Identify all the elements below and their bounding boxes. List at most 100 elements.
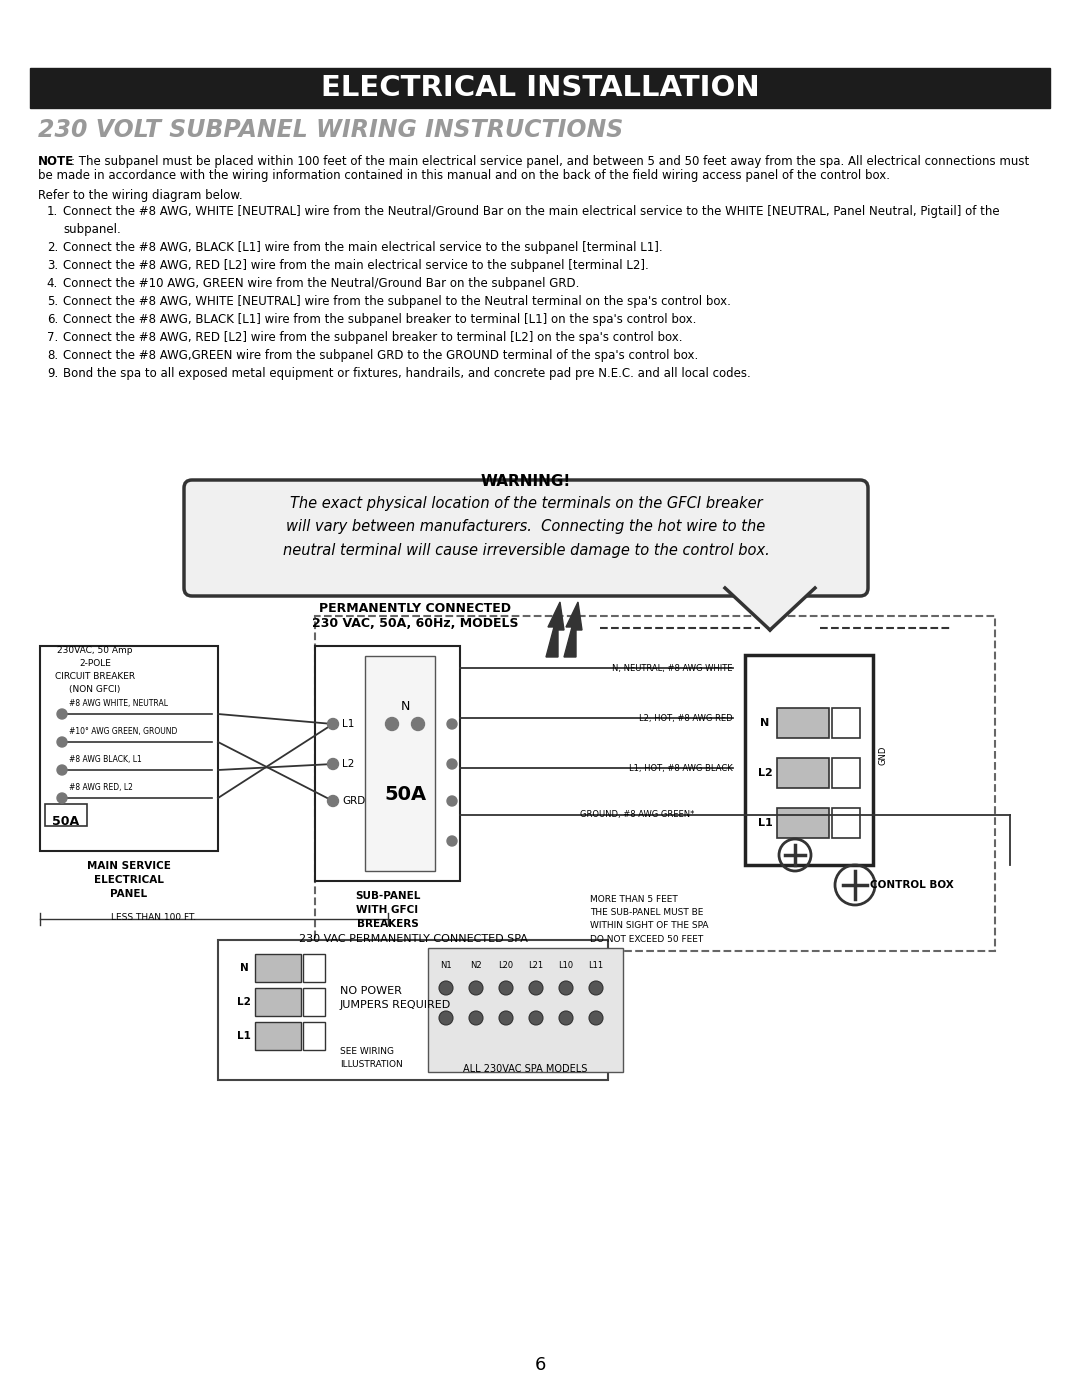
Text: 2.: 2. <box>46 242 58 254</box>
Text: (NON GFCI): (NON GFCI) <box>69 685 121 694</box>
Text: N, NEUTRAL, #8 AWG WHITE: N, NEUTRAL, #8 AWG WHITE <box>612 664 733 672</box>
Text: 6: 6 <box>535 1356 545 1375</box>
Bar <box>777 759 829 788</box>
Text: #8 AWG BLACK, L1: #8 AWG BLACK, L1 <box>69 754 141 764</box>
Text: SUB-PANEL: SUB-PANEL <box>355 891 420 901</box>
Bar <box>303 1023 325 1051</box>
Text: GROUND, #8 AWG GREEN*: GROUND, #8 AWG GREEN* <box>580 810 694 820</box>
Circle shape <box>469 1011 483 1025</box>
Text: N: N <box>240 963 248 972</box>
Circle shape <box>327 795 338 806</box>
Circle shape <box>327 718 338 729</box>
Text: LESS THAN 100 FT.: LESS THAN 100 FT. <box>111 914 197 922</box>
Text: L2: L2 <box>758 768 772 778</box>
Bar <box>315 616 995 951</box>
Text: be made in accordance with the wiring information contained in this manual and o: be made in accordance with the wiring in… <box>38 169 890 182</box>
Text: L2: L2 <box>342 759 354 768</box>
Bar <box>777 708 829 738</box>
Bar <box>365 657 435 870</box>
Bar <box>255 954 301 982</box>
Text: Connect the #8 AWG,GREEN wire from the subpanel GRD to the GROUND terminal of th: Connect the #8 AWG,GREEN wire from the s… <box>63 349 699 362</box>
Bar <box>832 759 860 788</box>
Circle shape <box>447 759 457 768</box>
Bar <box>745 655 873 865</box>
Text: L11: L11 <box>589 961 604 970</box>
Bar <box>218 940 608 1080</box>
Text: 6.: 6. <box>46 313 58 326</box>
Text: L21: L21 <box>528 961 543 970</box>
Text: 230VAC, 50 Amp: 230VAC, 50 Amp <box>57 645 133 655</box>
Circle shape <box>438 981 453 995</box>
Text: Connect the #8 AWG, WHITE [NEUTRAL] wire from the subpanel to the Neutral termin: Connect the #8 AWG, WHITE [NEUTRAL] wire… <box>63 295 731 307</box>
Text: N: N <box>401 700 409 712</box>
Text: subpanel.: subpanel. <box>63 224 121 236</box>
Text: 5.: 5. <box>46 295 58 307</box>
Circle shape <box>411 718 424 731</box>
Bar <box>255 1023 301 1051</box>
Text: GRD: GRD <box>342 796 365 806</box>
Text: 2-POLE: 2-POLE <box>79 659 111 668</box>
Bar <box>255 988 301 1016</box>
Text: 230 VAC PERMANENTLY CONNECTED SPA: 230 VAC PERMANENTLY CONNECTED SPA <box>298 935 527 944</box>
Text: The exact physical location of the terminals on the GFCI breaker
will vary betwe: The exact physical location of the termi… <box>283 496 769 557</box>
Text: WARNING!: WARNING! <box>481 474 571 489</box>
Bar <box>30 68 1050 108</box>
Text: Connect the #8 AWG, RED [L2] wire from the subpanel breaker to terminal [L2] on : Connect the #8 AWG, RED [L2] wire from t… <box>63 331 683 344</box>
Circle shape <box>447 719 457 729</box>
Circle shape <box>499 1011 513 1025</box>
Text: NOTE: NOTE <box>38 155 75 168</box>
Circle shape <box>447 835 457 847</box>
Text: ELECTRICAL INSTALLATION: ELECTRICAL INSTALLATION <box>321 74 759 102</box>
Bar <box>428 949 623 1071</box>
Text: #8 AWG RED, L2: #8 AWG RED, L2 <box>69 782 133 792</box>
Text: L20: L20 <box>499 961 514 970</box>
Circle shape <box>57 766 67 775</box>
Text: 9.: 9. <box>46 367 58 380</box>
Text: L2: L2 <box>238 997 251 1007</box>
Text: Connect the #8 AWG, BLACK [L1] wire from the main electrical service to the subp: Connect the #8 AWG, BLACK [L1] wire from… <box>63 242 663 254</box>
Text: 3.: 3. <box>46 258 58 272</box>
Circle shape <box>327 759 338 770</box>
Text: MORE THAN 5 FEET
THE SUB-PANEL MUST BE
WITHIN SIGHT OF THE SPA
DO NOT EXCEED 50 : MORE THAN 5 FEET THE SUB-PANEL MUST BE W… <box>590 895 708 943</box>
Text: Connect the #8 AWG, WHITE [NEUTRAL] wire from the Neutral/Ground Bar on the main: Connect the #8 AWG, WHITE [NEUTRAL] wire… <box>63 205 1000 218</box>
Text: CIRCUIT BREAKER: CIRCUIT BREAKER <box>55 672 135 680</box>
Bar <box>832 708 860 738</box>
Text: NO POWER
JUMPERS REQUIRED: NO POWER JUMPERS REQUIRED <box>340 986 451 1010</box>
Circle shape <box>529 981 543 995</box>
Text: 230 VAC, 50A, 60Hz, MODELS: 230 VAC, 50A, 60Hz, MODELS <box>312 617 518 630</box>
Text: L1: L1 <box>758 819 772 828</box>
Text: 50A: 50A <box>383 785 427 803</box>
Text: PERMANENTLY CONNECTED: PERMANENTLY CONNECTED <box>319 602 511 615</box>
Text: L1, HOT, #8 AWG BLACK: L1, HOT, #8 AWG BLACK <box>630 764 733 773</box>
Text: Refer to the wiring diagram below.: Refer to the wiring diagram below. <box>38 189 243 203</box>
Bar <box>832 807 860 838</box>
Text: ELECTRICAL: ELECTRICAL <box>94 875 164 886</box>
Circle shape <box>57 738 67 747</box>
Circle shape <box>57 710 67 719</box>
Text: L1: L1 <box>342 719 354 729</box>
Circle shape <box>447 796 457 806</box>
Text: L1: L1 <box>238 1031 251 1041</box>
Circle shape <box>438 1011 453 1025</box>
Text: 1.: 1. <box>46 205 58 218</box>
Text: N1: N1 <box>441 961 451 970</box>
Polygon shape <box>564 602 582 657</box>
Text: 8.: 8. <box>46 349 58 362</box>
Text: Bond the spa to all exposed metal equipment or fixtures, handrails, and concrete: Bond the spa to all exposed metal equipm… <box>63 367 751 380</box>
Circle shape <box>57 793 67 803</box>
Circle shape <box>589 1011 603 1025</box>
Text: L2, HOT, #8 AWG RED: L2, HOT, #8 AWG RED <box>639 714 733 722</box>
Circle shape <box>499 981 513 995</box>
Bar <box>303 988 325 1016</box>
Circle shape <box>559 981 573 995</box>
Text: 4.: 4. <box>46 277 58 291</box>
Circle shape <box>559 1011 573 1025</box>
Circle shape <box>386 718 399 731</box>
Bar <box>315 645 460 882</box>
Text: MAIN SERVICE: MAIN SERVICE <box>87 861 171 870</box>
Text: WITH GFCI: WITH GFCI <box>356 905 419 915</box>
Bar <box>45 805 87 826</box>
FancyBboxPatch shape <box>184 481 868 597</box>
Bar <box>777 807 829 838</box>
Polygon shape <box>725 588 815 630</box>
